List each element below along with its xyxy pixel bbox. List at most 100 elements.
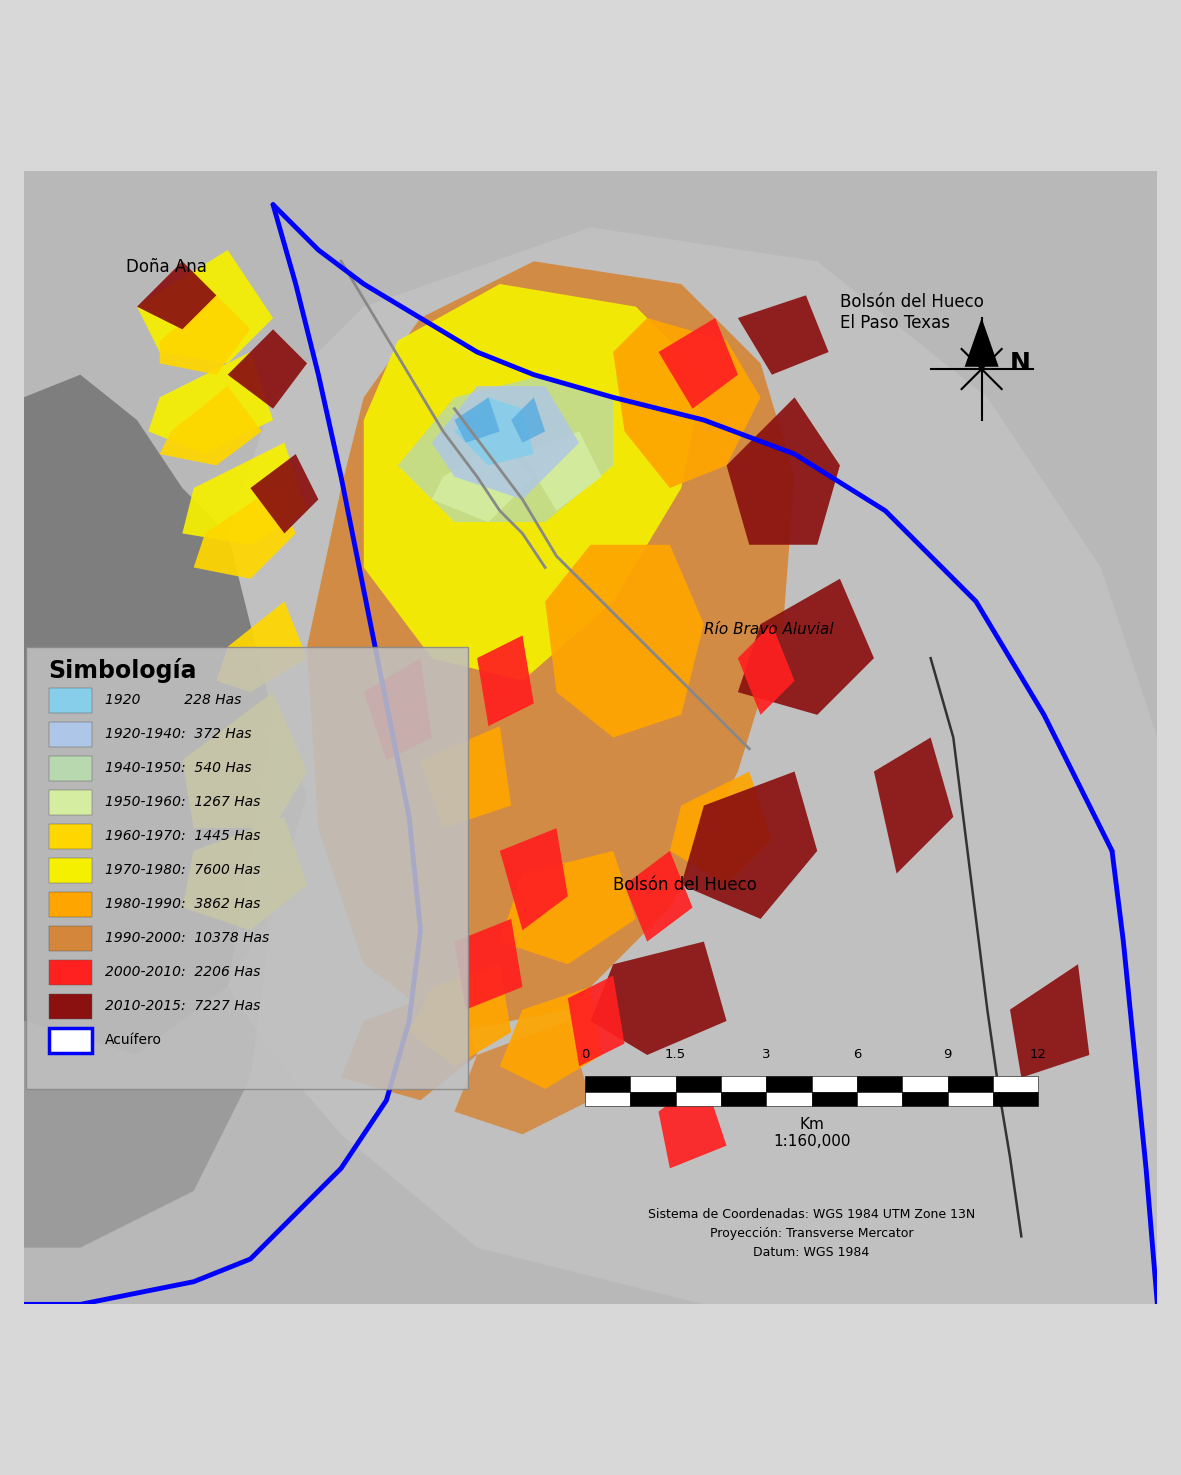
- FancyBboxPatch shape: [48, 721, 92, 746]
- Polygon shape: [182, 817, 307, 931]
- Text: 1960-1970:  1445 Has: 1960-1970: 1445 Has: [105, 829, 261, 844]
- Polygon shape: [965, 319, 999, 367]
- Polygon shape: [659, 1078, 726, 1168]
- Bar: [902, 1093, 947, 1106]
- Bar: [857, 1077, 902, 1093]
- Bar: [811, 1093, 857, 1106]
- FancyBboxPatch shape: [48, 926, 92, 951]
- Bar: [766, 1077, 811, 1093]
- FancyBboxPatch shape: [48, 789, 92, 814]
- Bar: [993, 1077, 1038, 1093]
- Polygon shape: [681, 771, 817, 919]
- Polygon shape: [625, 851, 692, 941]
- Text: 1.5: 1.5: [665, 1047, 686, 1061]
- Polygon shape: [364, 658, 432, 760]
- Polygon shape: [874, 738, 953, 873]
- Text: Simbología: Simbología: [48, 658, 197, 683]
- FancyBboxPatch shape: [48, 823, 92, 848]
- Text: 3: 3: [762, 1047, 770, 1061]
- Polygon shape: [670, 771, 772, 885]
- Bar: [993, 1093, 1038, 1106]
- Bar: [811, 1077, 857, 1093]
- FancyBboxPatch shape: [48, 755, 92, 780]
- FancyBboxPatch shape: [48, 857, 92, 882]
- Text: 1920          228 Has: 1920 228 Has: [105, 693, 242, 707]
- Polygon shape: [477, 636, 534, 726]
- Bar: [585, 1077, 631, 1093]
- Polygon shape: [546, 544, 704, 738]
- FancyBboxPatch shape: [48, 960, 92, 985]
- Text: Río Bravo Aluvial: Río Bravo Aluvial: [704, 622, 834, 637]
- Bar: [585, 1093, 631, 1106]
- Text: 2010-2015:  7227 Has: 2010-2015: 7227 Has: [105, 999, 261, 1013]
- FancyBboxPatch shape: [26, 648, 468, 1089]
- Text: Sistema de Coordenadas: WGS 1984 UTM Zone 13N
Proyección: Transverse Mercator
Da: Sistema de Coordenadas: WGS 1984 UTM Zon…: [648, 1208, 976, 1260]
- Polygon shape: [137, 261, 216, 329]
- Text: 2000-2010:  2206 Has: 2000-2010: 2206 Has: [105, 965, 261, 979]
- Bar: [676, 1093, 720, 1106]
- Polygon shape: [182, 692, 307, 827]
- Bar: [631, 1093, 676, 1106]
- Polygon shape: [432, 442, 534, 522]
- FancyBboxPatch shape: [48, 687, 92, 712]
- Text: 1990-2000:  10378 Has: 1990-2000: 10378 Has: [105, 931, 269, 945]
- Polygon shape: [307, 261, 795, 1032]
- Polygon shape: [250, 454, 319, 534]
- Bar: [857, 1093, 902, 1106]
- Bar: [766, 1093, 811, 1106]
- Bar: [720, 1077, 766, 1093]
- Text: 1920-1940:  372 Has: 1920-1940: 372 Has: [105, 727, 252, 740]
- Text: 6: 6: [853, 1047, 861, 1061]
- Polygon shape: [738, 578, 874, 715]
- Bar: [720, 1093, 766, 1106]
- Polygon shape: [159, 295, 250, 375]
- Polygon shape: [738, 295, 829, 375]
- Text: 12: 12: [1030, 1047, 1046, 1061]
- Polygon shape: [364, 285, 704, 681]
- Text: 1970-1980:  7600 Has: 1970-1980: 7600 Has: [105, 863, 261, 878]
- Text: 0: 0: [581, 1047, 589, 1061]
- Polygon shape: [398, 375, 613, 522]
- FancyBboxPatch shape: [48, 994, 92, 1019]
- Polygon shape: [522, 431, 602, 510]
- Polygon shape: [500, 827, 568, 931]
- Polygon shape: [24, 375, 307, 1055]
- Text: Doña Ana: Doña Ana: [125, 258, 207, 276]
- Polygon shape: [159, 386, 262, 466]
- Text: 1950-1960:  1267 Has: 1950-1960: 1267 Has: [105, 795, 261, 810]
- Polygon shape: [455, 397, 534, 466]
- Polygon shape: [137, 249, 273, 363]
- Polygon shape: [432, 386, 579, 500]
- Text: Acuífero: Acuífero: [105, 1032, 162, 1047]
- Polygon shape: [590, 941, 726, 1055]
- Polygon shape: [455, 919, 522, 1009]
- Polygon shape: [613, 319, 761, 488]
- Text: 1980-1990:  3862 Has: 1980-1990: 3862 Has: [105, 897, 261, 912]
- Polygon shape: [228, 227, 1157, 1304]
- Polygon shape: [568, 975, 625, 1066]
- Polygon shape: [182, 442, 307, 544]
- Polygon shape: [24, 907, 273, 1248]
- Polygon shape: [409, 965, 511, 1066]
- Polygon shape: [341, 987, 477, 1100]
- Polygon shape: [726, 397, 840, 544]
- Polygon shape: [511, 397, 546, 442]
- Text: N: N: [1010, 351, 1031, 375]
- Polygon shape: [659, 319, 738, 409]
- Bar: [676, 1077, 720, 1093]
- FancyBboxPatch shape: [48, 1028, 92, 1053]
- Polygon shape: [420, 726, 511, 827]
- Polygon shape: [228, 329, 307, 409]
- Polygon shape: [1010, 965, 1089, 1078]
- Polygon shape: [216, 602, 307, 692]
- Polygon shape: [500, 987, 602, 1089]
- Polygon shape: [738, 624, 795, 715]
- Bar: [947, 1093, 993, 1106]
- Text: 1940-1950:  540 Has: 1940-1950: 540 Has: [105, 761, 252, 774]
- Polygon shape: [455, 397, 500, 442]
- Bar: [947, 1077, 993, 1093]
- Text: 9: 9: [944, 1047, 952, 1061]
- Polygon shape: [500, 851, 635, 965]
- Bar: [902, 1077, 947, 1093]
- FancyBboxPatch shape: [48, 892, 92, 916]
